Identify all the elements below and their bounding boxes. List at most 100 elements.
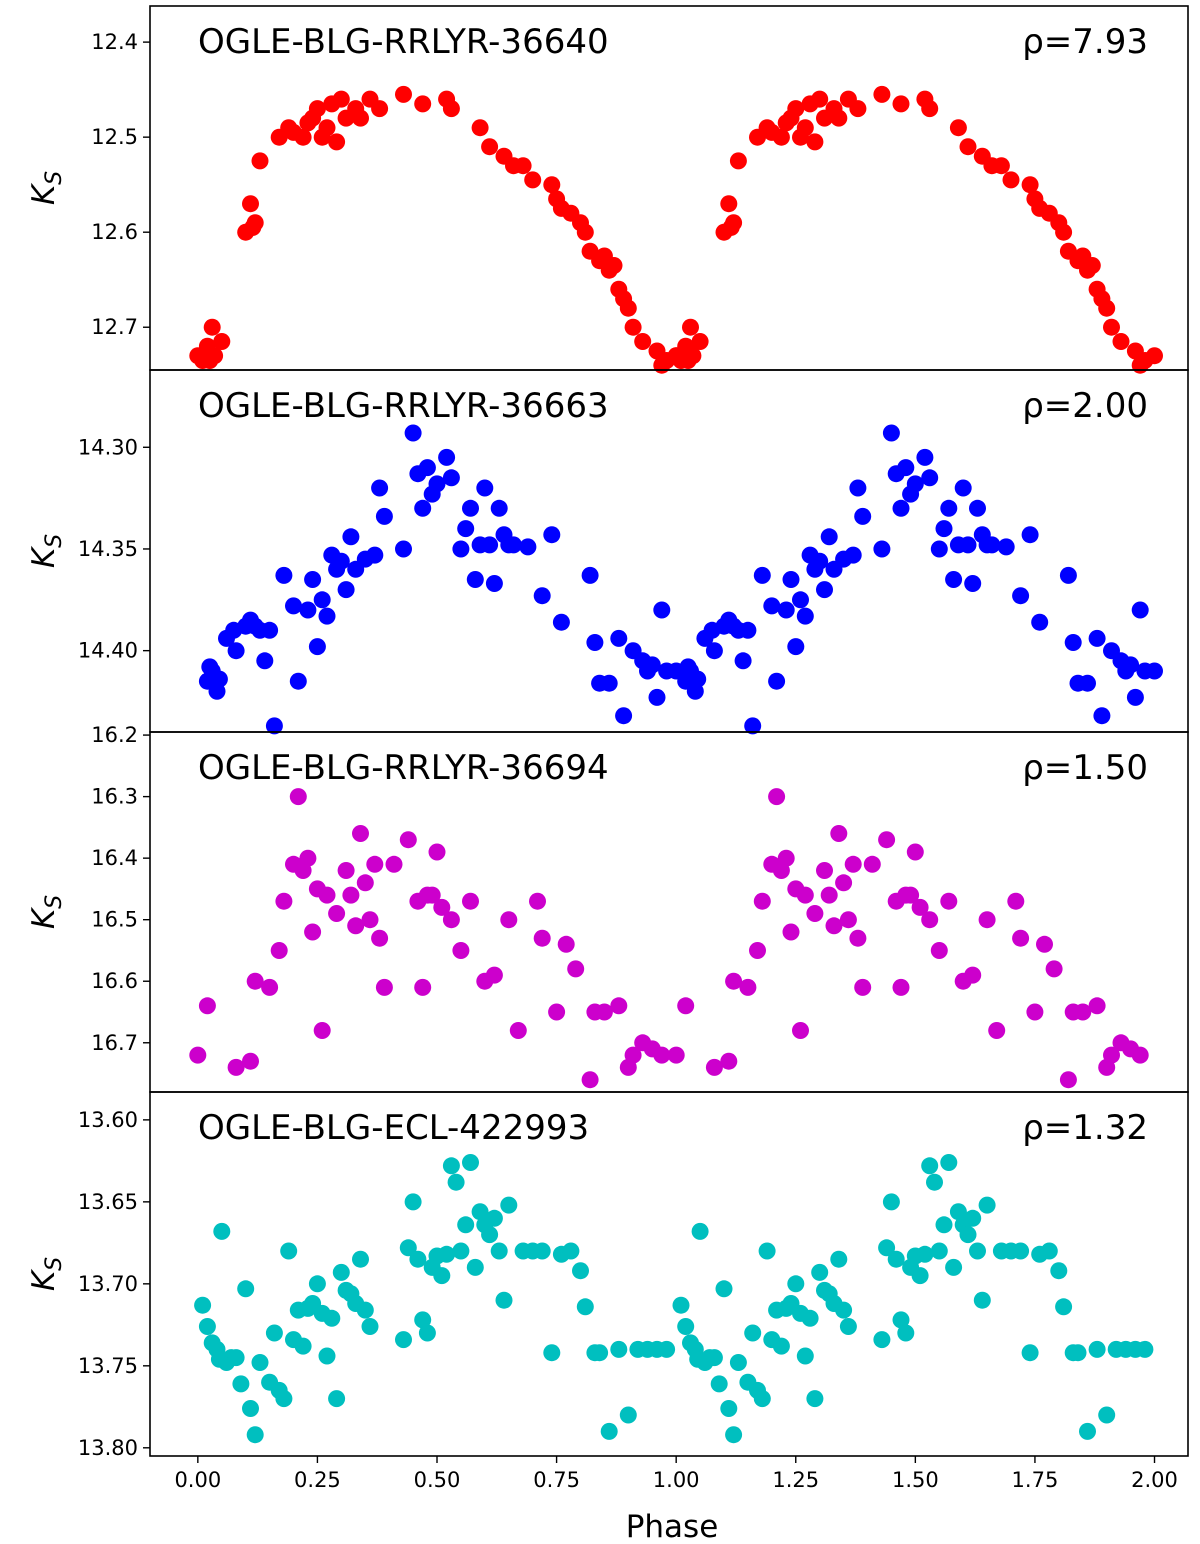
data-point (409, 1250, 427, 1268)
data-point (816, 862, 833, 879)
x-tick-label: 0.50 (414, 1468, 461, 1492)
data-point (213, 1222, 231, 1240)
data-point (725, 214, 743, 232)
data-point (753, 566, 771, 584)
data-point (849, 100, 867, 118)
data-point (294, 128, 312, 146)
data-point (882, 1193, 900, 1211)
data-point (356, 1301, 374, 1319)
data-point (414, 499, 432, 517)
data-point (1112, 333, 1130, 350)
data-point (562, 1242, 580, 1260)
data-point (485, 1209, 503, 1227)
data-point (1146, 662, 1163, 680)
data-point (777, 601, 795, 619)
data-point (892, 1311, 910, 1329)
data-point (610, 1340, 628, 1358)
data-point (949, 119, 967, 137)
y-tick-label: 13.75 (78, 1354, 138, 1378)
data-point (299, 849, 317, 867)
data-point (1021, 526, 1039, 544)
data-point (720, 1400, 738, 1417)
data-point (820, 528, 838, 546)
data-point (352, 825, 369, 842)
data-point (753, 892, 771, 910)
data-point (1002, 171, 1020, 189)
data-point (930, 1242, 948, 1260)
data-point (1098, 299, 1116, 317)
y-tick-label: 13.60 (78, 1108, 138, 1132)
x-tick-label: 1.25 (772, 1468, 819, 1492)
y-tick-label: 13.70 (78, 1272, 138, 1296)
data-point (595, 1003, 613, 1021)
data-point (332, 90, 350, 108)
panel-4: 13.60 13.65 13.70 13.75 13.80 KS OGLE-BLG-ECL-… (26, 1091, 1189, 1460)
data-points (194, 1154, 1154, 1444)
data-point (1059, 1071, 1077, 1089)
data-point (442, 1157, 460, 1175)
data-point (543, 526, 561, 544)
data-point (854, 978, 872, 996)
data-point (689, 670, 707, 688)
data-point (485, 966, 503, 984)
data-point (576, 1298, 594, 1316)
data-point (457, 520, 475, 538)
data-point (1088, 629, 1106, 647)
data-point (863, 855, 881, 873)
data-point (873, 85, 891, 103)
data-point (720, 1052, 738, 1070)
y-tick-label: 13.80 (78, 1436, 138, 1460)
data-point (313, 1022, 331, 1039)
data-point (275, 892, 293, 910)
data-point (466, 571, 484, 588)
data-point (366, 546, 384, 564)
data-point (347, 917, 365, 935)
data-point (323, 1309, 341, 1327)
data-point (404, 1193, 422, 1211)
data-point (921, 1157, 939, 1175)
data-point (275, 1390, 293, 1408)
rho-annotation: ρ=7.93 (1022, 22, 1148, 62)
data-point (643, 656, 661, 674)
data-point (940, 1154, 958, 1171)
data-point (916, 1245, 934, 1263)
data-point (892, 95, 910, 113)
data-point (959, 536, 977, 554)
data-point (227, 1058, 245, 1076)
data-point (251, 1354, 269, 1371)
data-point (299, 601, 317, 619)
data-point (1079, 674, 1096, 692)
data-point (753, 1390, 771, 1408)
data-point (246, 972, 264, 990)
data-point (375, 978, 393, 996)
data-point (973, 1291, 991, 1309)
data-point (1098, 1406, 1116, 1424)
data-point (744, 717, 762, 735)
data-point (844, 546, 862, 564)
data-point (342, 886, 360, 904)
data-point (519, 538, 537, 556)
data-point (198, 997, 216, 1015)
data-point (447, 1173, 465, 1191)
data-point (1031, 613, 1049, 631)
data-point (969, 1242, 986, 1260)
data-point (418, 459, 436, 477)
data-point (624, 318, 642, 336)
data-point (830, 1250, 848, 1268)
x-tick-label: 2.00 (1131, 1468, 1178, 1492)
data-point (572, 1262, 589, 1280)
data-point (490, 499, 508, 517)
data-point (337, 862, 355, 879)
y-tick-label: 16.7 (91, 1031, 138, 1055)
data-point (308, 1275, 326, 1293)
data-point (835, 874, 853, 892)
data-point (825, 917, 843, 935)
data-point (624, 1046, 642, 1064)
data-point (337, 581, 355, 599)
data-point (1021, 1344, 1039, 1362)
data-point (361, 911, 379, 929)
rho-annotation: ρ=1.32 (1022, 1108, 1148, 1148)
data-point (684, 347, 702, 365)
data-point (227, 1349, 245, 1367)
data-point (873, 540, 891, 558)
